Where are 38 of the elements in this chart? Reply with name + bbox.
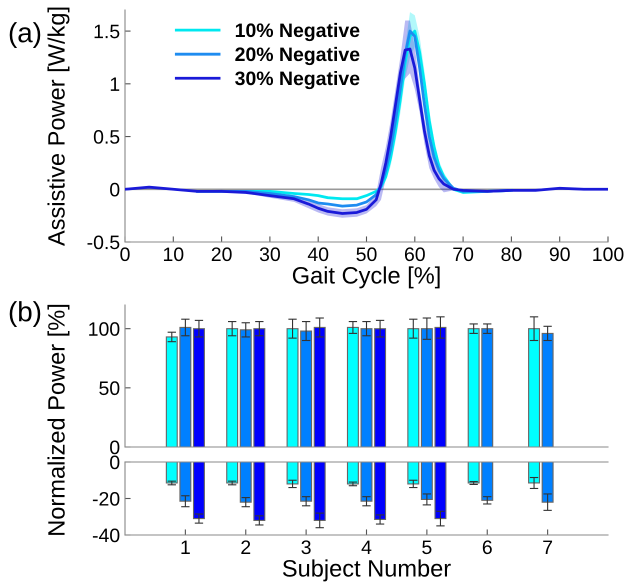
y-tick-label: -40 — [92, 528, 120, 542]
x-tick-label: 100 — [593, 247, 624, 262]
y-axis-title: Assistive Power [W/kg] — [47, 8, 70, 246]
x-tick-label: 7 — [543, 540, 552, 554]
x-tick-label: 1 — [181, 540, 190, 554]
y-tick-label: 1.5 — [94, 24, 120, 38]
y-axis-title: Normalized Power [%] — [47, 304, 70, 535]
x-axis-title: Gait Cycle [%] — [292, 266, 440, 288]
x-tick-label: 3 — [301, 540, 311, 554]
legend-label: 20% Negative — [235, 46, 360, 66]
x-tick-label: 6 — [482, 540, 492, 554]
legend-label: 30% Negative — [235, 70, 360, 90]
y-tick-label: 1 — [110, 77, 120, 91]
y-tick-label: 0 — [110, 182, 120, 197]
x-tick-label: 60 — [404, 247, 425, 262]
x-tick-label: 2 — [241, 540, 250, 554]
x-tick-label: 50 — [356, 247, 377, 262]
y-tick-label: 0.5 — [94, 130, 120, 144]
x-tick-label: 0 — [120, 247, 130, 262]
x-tick-label: 30 — [260, 247, 280, 262]
y-tick-label: -0.5 — [88, 235, 120, 250]
x-tick-label: 5 — [422, 540, 432, 554]
x-tick-label: 80 — [501, 247, 522, 262]
x-tick-label: 4 — [362, 540, 372, 554]
y-tick-label: -20 — [92, 492, 120, 506]
x-tick-label: 70 — [453, 247, 474, 262]
y-tick-label: 0 — [110, 455, 120, 470]
x-axis-title: Subject Number — [282, 559, 451, 582]
y-tick-label: 0 — [110, 440, 120, 454]
y-tick-label: 100 — [89, 322, 120, 336]
y-tick-label: 50 — [99, 381, 120, 396]
text: (a) — [10, 22, 40, 48]
text: (b) — [10, 301, 40, 327]
x-tick-label: 20 — [212, 247, 232, 262]
x-tick-label: 40 — [308, 247, 328, 262]
legend-label: 10% Negative — [236, 22, 360, 42]
x-tick-label: 10 — [164, 247, 184, 262]
x-tick-label: 90 — [550, 247, 570, 262]
